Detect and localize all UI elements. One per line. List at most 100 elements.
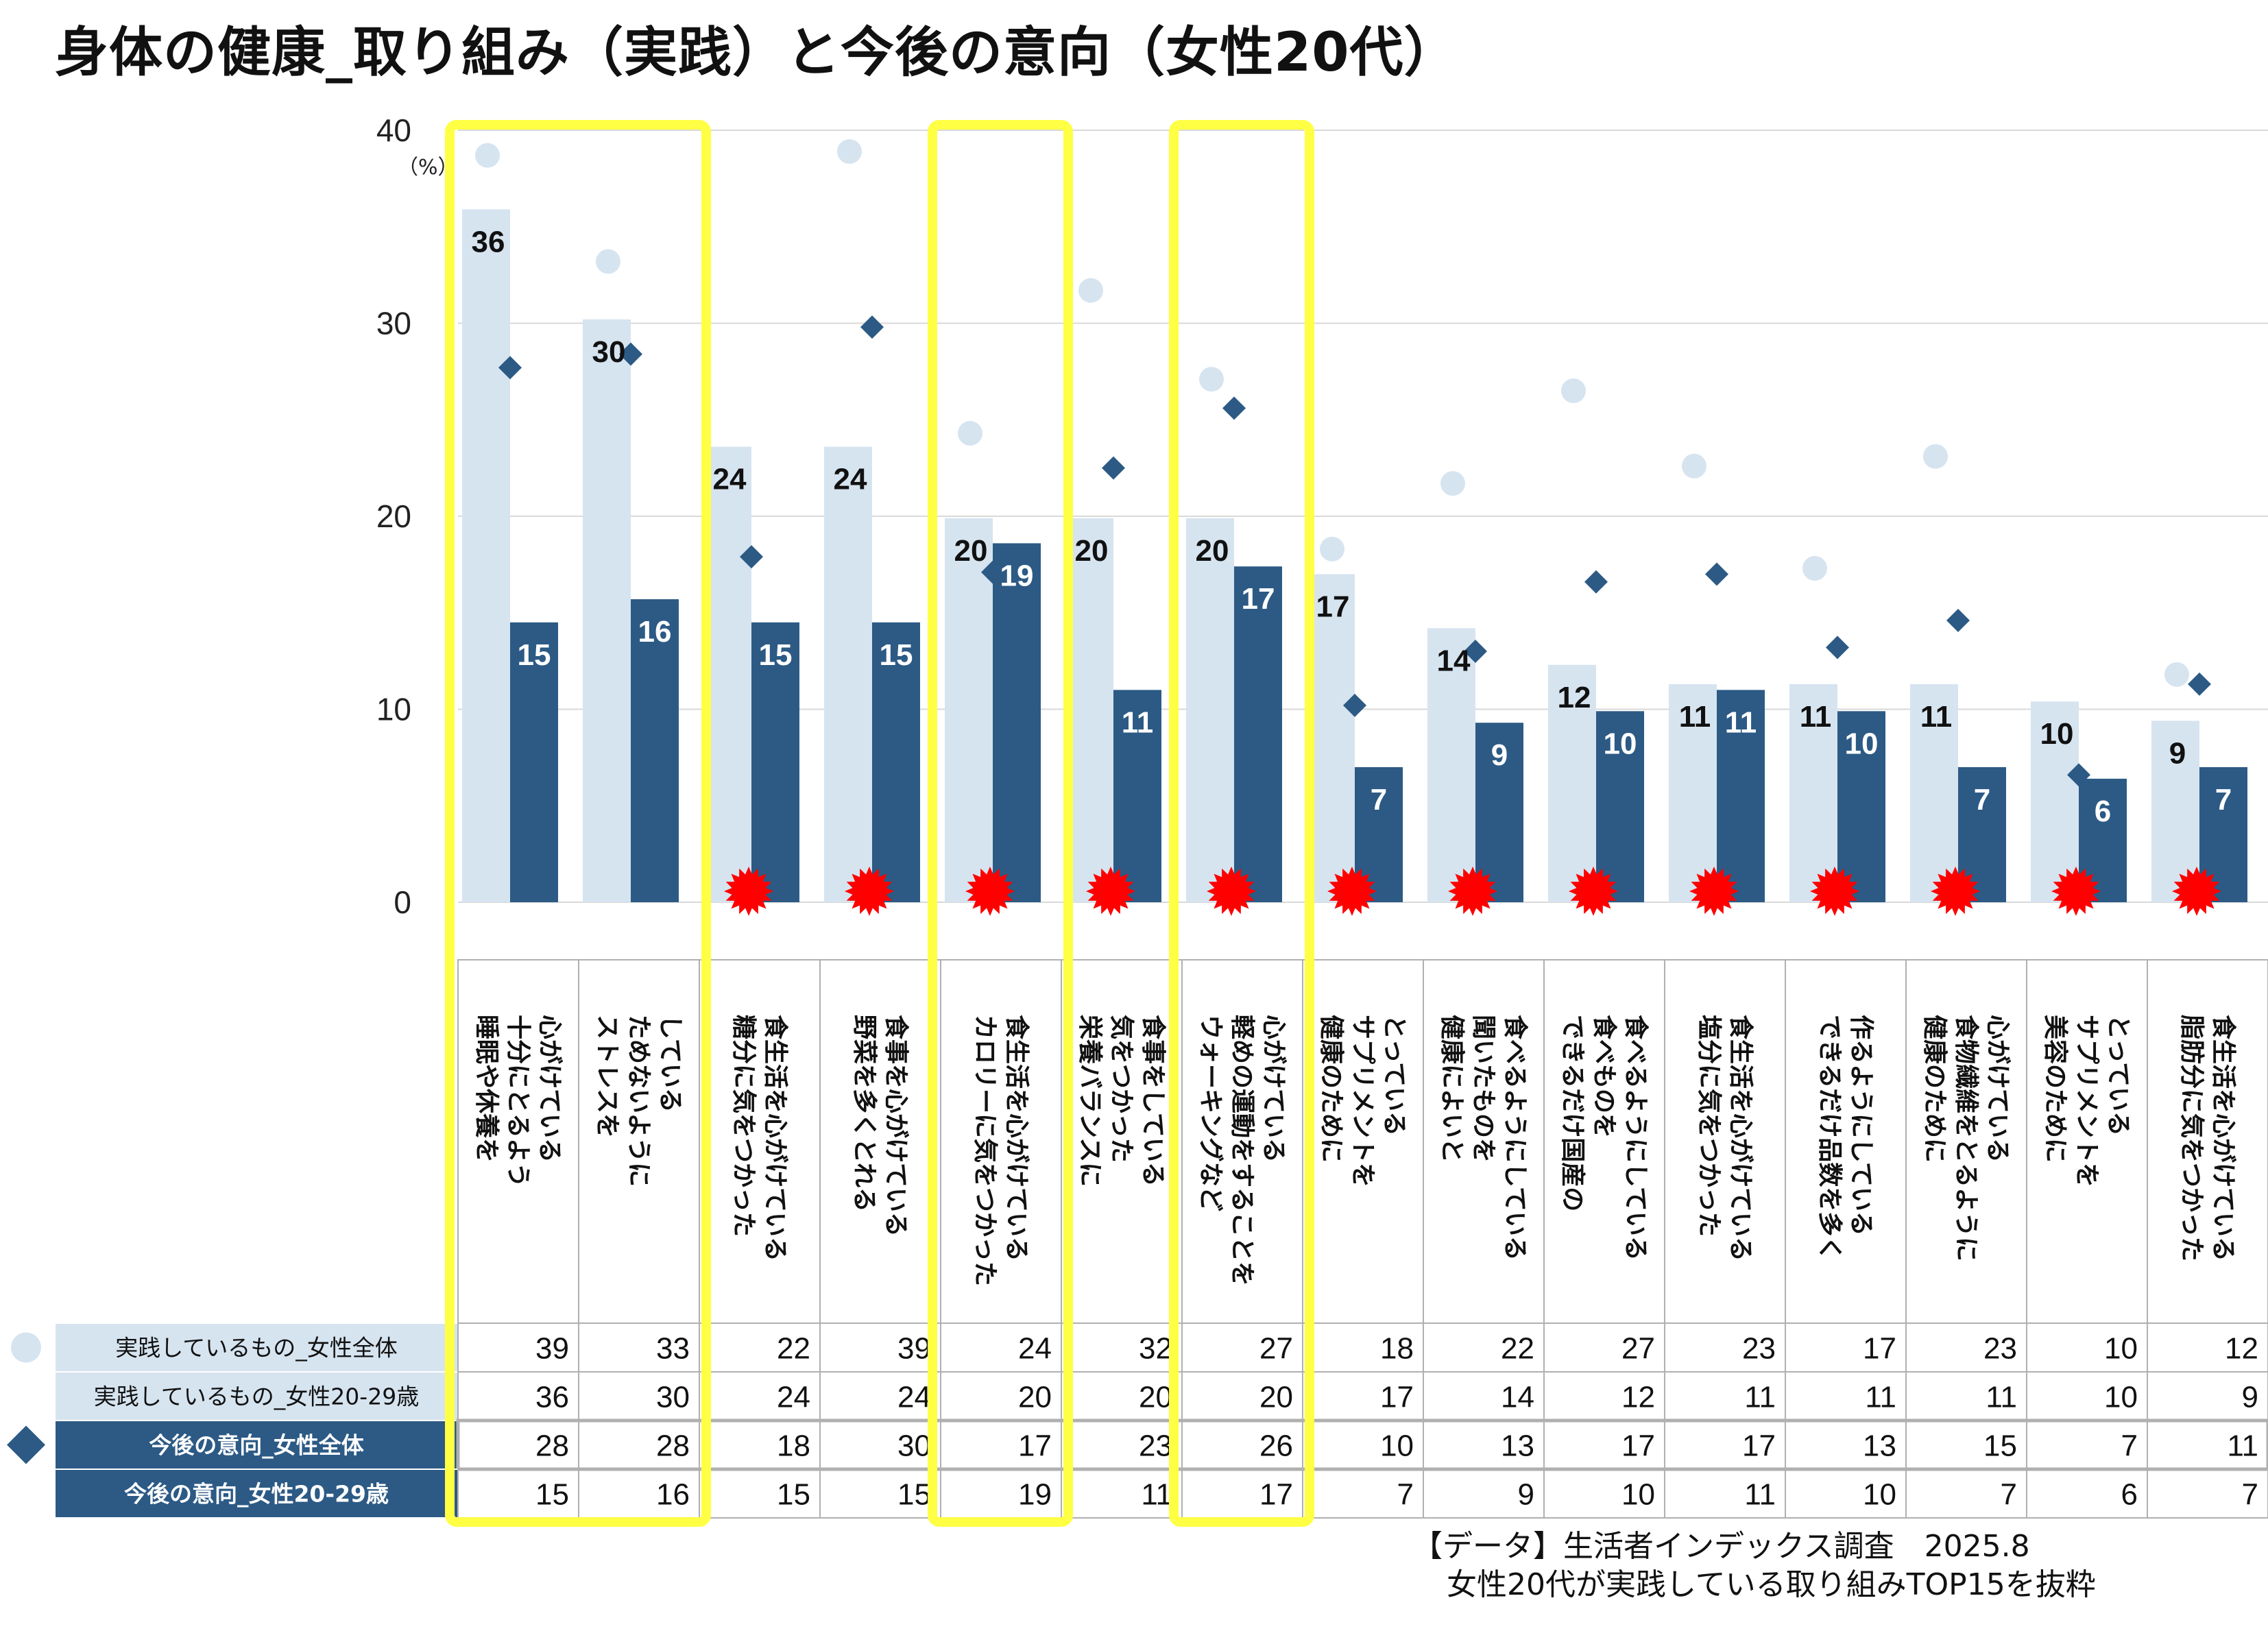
cell-value-3-0: 15 (535, 1478, 569, 1512)
category-label-1: ストレスを ためないように している (593, 1015, 684, 1187)
bar-intent-f20-11 (1837, 711, 1885, 902)
point-intent-all-9 (1584, 570, 1608, 594)
category-label-line: 気をつかった (1107, 1015, 1135, 1163)
category-label-line: ウォーキングなど (1196, 1015, 1225, 1211)
point-practice-all-7 (1320, 536, 1344, 561)
category-label-line: 心がけている (535, 1015, 564, 1163)
bar-practice-f20-0 (462, 209, 510, 902)
cell-value-2-8: 13 (1501, 1429, 1534, 1463)
bar-label-practice-f20-9: 12 (1558, 681, 1591, 714)
bar-practice-f20-13 (2031, 701, 2079, 902)
y-tick-10: 10 (376, 692, 411, 727)
point-practice-all-14 (2164, 662, 2189, 687)
point-practice-all-6 (1199, 367, 1224, 392)
cell-value-2-14: 11 (2227, 1429, 2258, 1463)
cell-value-3-9: 10 (1621, 1478, 1655, 1512)
bar-intent-f20-1 (631, 599, 679, 902)
bar-label-intent-f20-5: 11 (1122, 705, 1154, 739)
category-label-9: できるだけ国産の 食べものを 食べるようにしている (1558, 1015, 1650, 1261)
bar-practice-f20-14 (2151, 721, 2199, 902)
bars (462, 209, 2247, 902)
legend-circle-marker (11, 1332, 41, 1363)
cell-value-2-6: 26 (1259, 1429, 1293, 1463)
bar-intent-f20-10 (1717, 690, 1765, 902)
bar-practice-f20-1 (583, 319, 631, 902)
point-intent-all-10 (1705, 562, 1728, 586)
point-intent-all-0 (498, 356, 522, 380)
category-label-line: とっている (1380, 1015, 1408, 1136)
category-label-line: 軽めの運動をすることを (1228, 1015, 1256, 1286)
cell-value-1-4: 20 (1018, 1381, 1052, 1414)
cell-value-3-1: 16 (656, 1478, 690, 1512)
category-label-line: 食生活を心がけている (1726, 1015, 1754, 1261)
category-label-line: 糖分に気をつかった (729, 1015, 758, 1237)
bar-label-intent-f20-8: 9 (1491, 738, 1508, 772)
bar-label-practice-f20-7: 17 (1316, 590, 1350, 623)
burst-mark-2 (724, 867, 773, 916)
category-label-line: 健康のために (1920, 1015, 1949, 1163)
bar-intent-f20-8 (1475, 723, 1523, 902)
bar-label-intent-f20-6: 17 (1242, 582, 1275, 616)
bar-label-intent-f20-9: 10 (1604, 727, 1637, 760)
row-label-1: 実践しているもの_女性20-29歳 (94, 1384, 419, 1410)
category-label-4: カロリーに気をつかった 食生活を心がけている (971, 1015, 1030, 1286)
bar-label-intent-f20-13: 6 (2095, 795, 2111, 828)
cell-value-2-5: 23 (1139, 1429, 1172, 1463)
cell-value-1-13: 10 (2104, 1381, 2138, 1414)
point-practice-all-11 (1802, 556, 1827, 581)
row-label-0: 実践しているもの_女性全体 (115, 1335, 398, 1362)
category-label-line: 睡眠や休養を (472, 1015, 500, 1163)
category-label-line: 十分にとるよう (504, 1015, 532, 1187)
bar-label-intent-f20-12: 7 (1974, 783, 1990, 817)
point-practice-all-0 (475, 143, 500, 168)
cell-value-2-7: 10 (1380, 1429, 1414, 1463)
category-label-line: サプリメントを (2073, 1015, 2101, 1187)
category-label-8: 健康によいと 聞いたものを 食べるようにしている (1438, 1015, 1529, 1261)
burst-mark-12 (1931, 867, 1980, 916)
category-label-line: 聞いたものを (1469, 1015, 1497, 1163)
category-label-line: サプリメントを (1349, 1015, 1377, 1187)
bar-practice-f20-8 (1427, 628, 1475, 902)
bar-intent-f20-4 (993, 543, 1041, 902)
cell-value-2-12: 15 (1983, 1429, 2017, 1463)
bar-label-practice-f20-1: 30 (592, 335, 626, 369)
category-label-11: できるだけ品数を多く 作るようにしている (1815, 1015, 1875, 1261)
bar-label-practice-f20-10: 11 (1679, 700, 1711, 734)
point-practice-all-2 (716, 459, 741, 485)
category-label-6: ウォーキングなど 軽めの運動をすることを 心がけている (1196, 1015, 1288, 1286)
category-label-line: 栄養バランスに (1076, 1015, 1104, 1187)
cell-value-3-14: 7 (2242, 1478, 2258, 1512)
bar-label-intent-f20-1: 16 (638, 615, 672, 649)
point-practice-all-3 (837, 138, 862, 164)
bar-intent-f20-3 (872, 622, 920, 902)
cell-value-2-10: 17 (1742, 1429, 1776, 1463)
page-title: 身体の健康_取り組み（実践）と今後の意向（女性20代） (55, 22, 1458, 84)
bar-practice-f20-5 (1065, 518, 1113, 902)
cell-value-1-0: 36 (535, 1381, 569, 1414)
bar-practice-f20-6 (1186, 518, 1234, 902)
bar-intent-f20-9 (1596, 711, 1644, 902)
bar-practice-f20-11 (1789, 684, 1837, 902)
category-label-line: できるだけ国産の (1558, 1015, 1587, 1211)
bar-label-intent-f20-11: 10 (1845, 727, 1879, 760)
cell-value-3-2: 15 (777, 1478, 810, 1512)
category-label-line: できるだけ品数を多く (1815, 1015, 1844, 1261)
bar-practice-f20-7 (1307, 574, 1355, 902)
category-label-12: 健康のために 食物繊維をとるように 心がけている (1920, 1015, 2012, 1261)
cell-value-1-11: 11 (1865, 1381, 1896, 1414)
bar-label-practice-f20-11: 11 (1800, 700, 1832, 734)
bar-practice-f20-4 (945, 518, 993, 902)
point-intent-all-12 (1946, 609, 1970, 633)
bar-label-practice-f20-4: 20 (954, 534, 988, 568)
cell-value-0-8: 22 (1501, 1332, 1534, 1366)
cell-value-0-5: 32 (1139, 1332, 1172, 1366)
cell-value-1-14: 9 (2242, 1381, 2258, 1414)
source-note: 【データ】生活者インデックス調査 2025.8 女性20代が実践している取り組み… (1412, 1527, 2096, 1604)
category-label-line: カロリーに気をつかった (971, 1015, 999, 1286)
burst-mark-10 (1689, 867, 1739, 916)
cell-value-2-11: 13 (1863, 1429, 1896, 1463)
cell-value-0-7: 18 (1380, 1332, 1414, 1366)
row-label-cell-1 (54, 1371, 459, 1421)
category-label-line: 健康のために (1317, 1015, 1346, 1163)
bar-label-practice-f20-8: 14 (1437, 644, 1471, 677)
